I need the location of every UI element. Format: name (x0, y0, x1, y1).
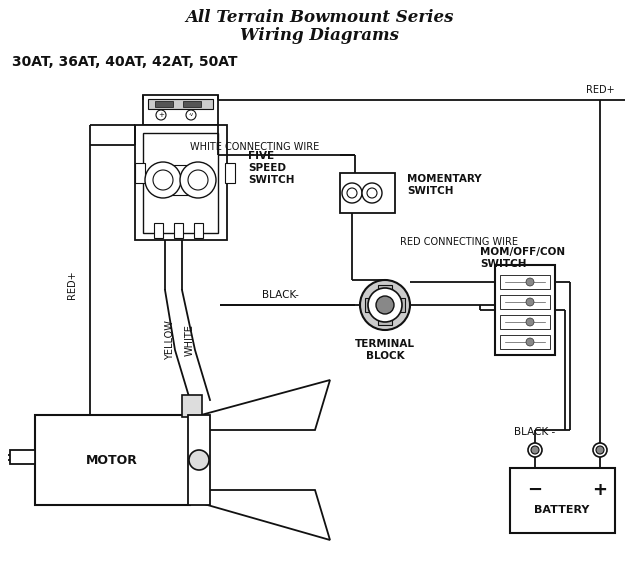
Bar (378, 285, 392, 297)
Circle shape (593, 443, 607, 457)
Circle shape (526, 318, 534, 326)
Text: +: + (593, 481, 607, 499)
Circle shape (156, 110, 166, 120)
Circle shape (526, 298, 534, 306)
Circle shape (526, 338, 534, 346)
Bar (143, 133, 218, 233)
Text: +: + (158, 112, 164, 118)
Text: TERMINAL
BLOCK: TERMINAL BLOCK (355, 339, 415, 361)
Text: RED+: RED+ (67, 271, 77, 300)
Circle shape (145, 162, 181, 198)
Text: BLACK -: BLACK - (515, 427, 556, 437)
Circle shape (189, 450, 209, 470)
Text: BLACK-: BLACK- (262, 290, 298, 300)
Bar (510, 468, 615, 533)
Bar (495, 265, 555, 355)
Circle shape (360, 280, 410, 330)
Polygon shape (190, 490, 330, 540)
Text: RED CONNECTING WIRE: RED CONNECTING WIRE (400, 237, 518, 247)
Text: -v: -v (188, 113, 193, 118)
Text: Wiring Diagrams: Wiring Diagrams (241, 26, 399, 43)
Bar (194, 223, 203, 238)
Circle shape (186, 110, 196, 120)
Circle shape (528, 443, 542, 457)
Text: RED+: RED+ (586, 85, 615, 95)
Circle shape (376, 296, 394, 314)
Bar (378, 313, 392, 325)
Bar (154, 223, 163, 238)
Text: 30AT, 36AT, 40AT, 42AT, 50AT: 30AT, 36AT, 40AT, 42AT, 50AT (12, 55, 237, 69)
Bar (35, 415, 190, 505)
Circle shape (180, 162, 216, 198)
Circle shape (153, 170, 173, 190)
Bar (182, 395, 202, 417)
Text: MOMENTARY
SWITCH: MOMENTARY SWITCH (407, 174, 482, 196)
Text: YELLOW: YELLOW (165, 320, 175, 360)
Circle shape (526, 278, 534, 286)
Circle shape (531, 446, 539, 454)
Circle shape (347, 188, 357, 198)
Circle shape (342, 183, 362, 203)
Bar (500, 335, 550, 349)
Bar (155, 101, 173, 107)
Text: FIVE
SPEED
SWITCH: FIVE SPEED SWITCH (248, 151, 294, 185)
Circle shape (368, 288, 402, 322)
Bar (148, 99, 213, 109)
Circle shape (367, 188, 377, 198)
Text: MOTOR: MOTOR (86, 454, 138, 467)
Text: MOM/OFF/CON
SWITCH: MOM/OFF/CON SWITCH (480, 247, 565, 269)
Bar (143, 95, 218, 125)
Bar (188, 415, 210, 505)
Bar (393, 298, 405, 312)
Bar (340, 173, 395, 213)
Bar (174, 223, 183, 238)
Circle shape (362, 183, 382, 203)
Text: WHITE: WHITE (185, 324, 195, 356)
Bar (170, 165, 198, 195)
Bar (225, 163, 235, 183)
Circle shape (188, 170, 208, 190)
Bar (183, 101, 201, 107)
Polygon shape (190, 380, 330, 430)
Text: WHITE CONNECTING WIRE: WHITE CONNECTING WIRE (190, 142, 319, 152)
Bar (500, 315, 550, 329)
Text: BATTERY: BATTERY (534, 505, 589, 515)
Bar (135, 125, 227, 240)
Bar (135, 163, 145, 183)
Text: −: − (527, 481, 543, 499)
Bar (10, 450, 35, 464)
Bar (500, 295, 550, 309)
Bar (500, 275, 550, 289)
Circle shape (596, 446, 604, 454)
Text: All Terrain Bowmount Series: All Terrain Bowmount Series (186, 8, 454, 25)
Bar (365, 298, 377, 312)
